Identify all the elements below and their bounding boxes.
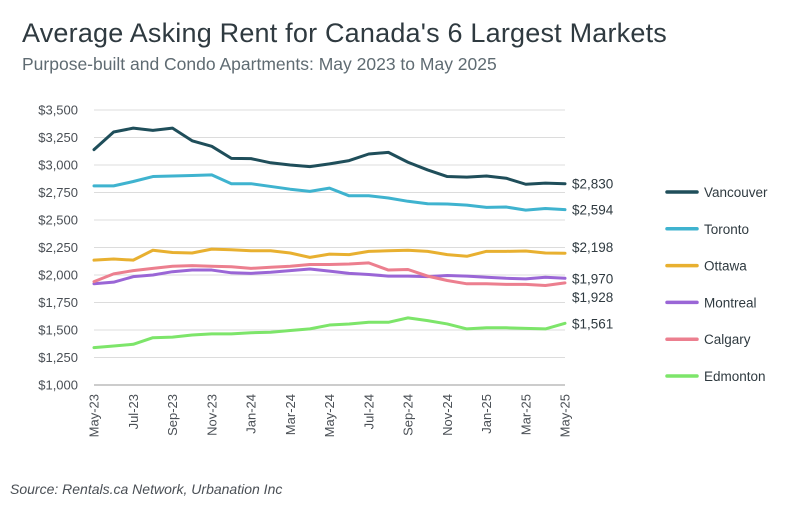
y-tick-label: $2,000 xyxy=(38,268,78,283)
legend-label-edmonton: Edmonton xyxy=(704,369,766,384)
end-labels: $2,830 $2,594 $2,198 $1,970 $1,928 $1,561 xyxy=(572,177,614,332)
end-label-toronto: $2,594 xyxy=(572,203,614,218)
chart-title: Average Asking Rent for Canada's 6 Large… xyxy=(22,18,668,48)
end-label-edmonton: $1,561 xyxy=(572,316,613,331)
y-tick-label: $2,500 xyxy=(38,213,78,228)
source-note: Source: Rentals.ca Network, Urbanation I… xyxy=(10,481,283,497)
series-line-calgary xyxy=(92,261,567,287)
y-axis: $1,000 $1,250 $1,500 $1,750 $2,000 $2,250 $2,5… xyxy=(38,103,78,393)
x-tick-label: May-24 xyxy=(322,394,337,437)
y-tick-label: $2,750 xyxy=(38,185,78,200)
legend-label-toronto: Toronto xyxy=(704,222,749,237)
gridlines xyxy=(94,109,565,386)
y-tick-label: $3,500 xyxy=(38,103,78,118)
x-tick-label: May-25 xyxy=(558,394,573,437)
end-label-vancouver: $2,830 xyxy=(572,177,613,192)
x-tick-label: Mar-24 xyxy=(283,394,298,435)
x-tick-label: Mar-25 xyxy=(518,394,533,435)
x-tick-label: Sep-24 xyxy=(401,394,416,436)
series-line-toronto xyxy=(92,173,567,212)
end-label-montreal: $1,970 xyxy=(572,271,613,286)
x-tick-label: Jul-23 xyxy=(126,394,141,429)
x-axis: May-23 Jul-23 Sep-23 Nov-23 Jan-24 Mar-24 May-… xyxy=(87,394,573,437)
legend-label-vancouver: Vancouver xyxy=(704,185,768,200)
y-tick-label: $3,250 xyxy=(38,130,78,145)
series-line-edmonton xyxy=(92,316,567,350)
legend: Vancouver Toronto Ottawa Montreal Calgary Edm… xyxy=(665,185,768,384)
end-label-ottawa: $2,198 xyxy=(572,240,613,255)
y-tick-label: $3,000 xyxy=(38,158,78,173)
y-tick-label: $1,750 xyxy=(38,295,78,310)
x-tick-label: Nov-23 xyxy=(204,394,219,436)
x-tick-label: Jan-25 xyxy=(479,394,494,434)
x-tick-label: Jan-24 xyxy=(244,394,259,434)
series-line-ottawa xyxy=(92,247,567,262)
x-tick-label: Nov-24 xyxy=(440,394,455,436)
series-line-vancouver xyxy=(92,126,567,186)
y-tick-label: $1,000 xyxy=(38,378,78,393)
x-tick-label: Sep-23 xyxy=(165,394,180,436)
series-line-montreal xyxy=(92,267,567,286)
x-tick-label: May-23 xyxy=(87,394,102,437)
y-tick-label: $2,250 xyxy=(38,240,78,255)
end-label-calgary: $1,928 xyxy=(572,290,613,305)
y-tick-label: $1,250 xyxy=(38,350,78,365)
legend-label-ottawa: Ottawa xyxy=(704,259,747,274)
y-tick-label: $1,500 xyxy=(38,323,78,338)
chart-subtitle: Purpose-built and Condo Apartments: May … xyxy=(22,54,497,74)
legend-label-montreal: Montreal xyxy=(704,295,757,310)
series-lines xyxy=(92,126,567,350)
x-tick-label: Jul-24 xyxy=(361,394,376,429)
legend-label-calgary: Calgary xyxy=(704,332,751,347)
